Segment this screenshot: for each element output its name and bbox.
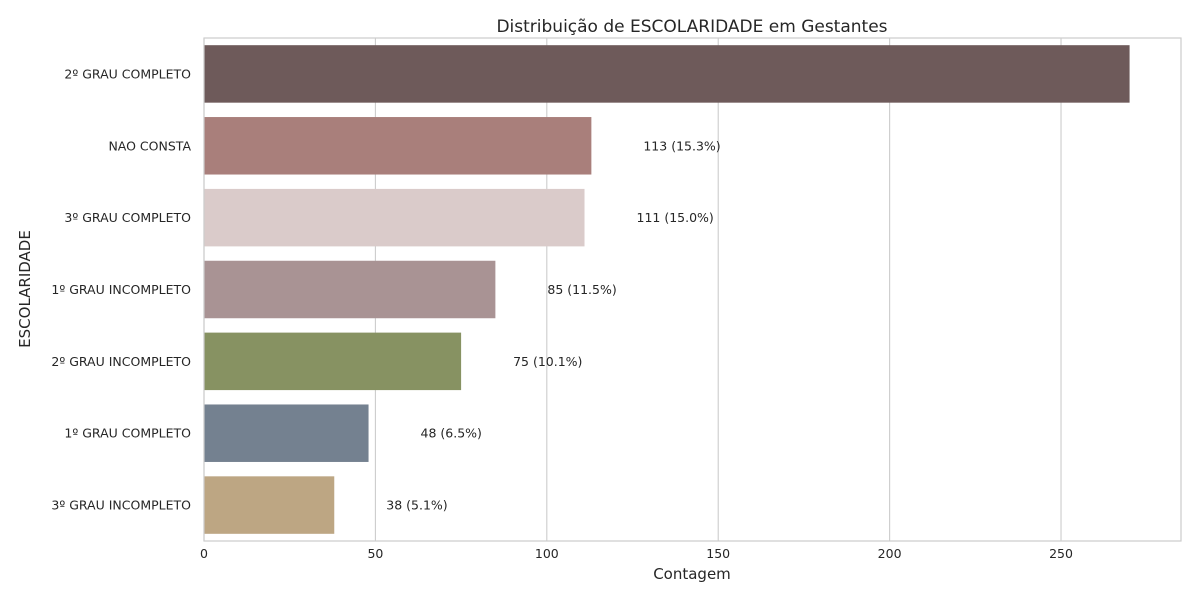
y-tick-label: 2º GRAU INCOMPLETO (51, 354, 191, 369)
x-tick-label: 150 (706, 546, 730, 561)
plot-frame (203, 37, 1182, 542)
data-label: 113 (15.3%) (643, 138, 720, 153)
y-axis-label: ESCOLARIDADE (16, 230, 34, 348)
y-tick-label: 2º GRAU COMPLETO (64, 66, 191, 81)
x-axis-label: Contagem (653, 565, 731, 583)
x-tick-label: 250 (1049, 546, 1073, 561)
chart-title: Distribuição de ESCOLARIDADE em Gestante… (496, 17, 887, 37)
bar (204, 476, 335, 534)
x-tick-label: 0 (200, 546, 208, 561)
data-label: 38 (5.1%) (386, 498, 447, 513)
data-labels: 113 (15.3%) 111 (15.0%) 85 (11.5%) 75 (10.1… (386, 138, 720, 512)
y-tick-label: 3º GRAU INCOMPLETO (51, 498, 191, 513)
bar (204, 45, 1130, 103)
data-label: 111 (15.0%) (637, 210, 714, 225)
x-tick-label: 50 (367, 546, 383, 561)
x-axis-ticks: 0 50 100 150 200 250 (200, 546, 1073, 561)
data-label: 48 (6.5%) (421, 426, 482, 441)
x-tick-label: 100 (535, 546, 559, 561)
bars (204, 45, 1130, 534)
bar (204, 260, 496, 319)
bar (204, 117, 592, 175)
y-axis-ticks: 2º GRAU COMPLETO NAO CONSTA 3º GRAU COMPLE… (51, 66, 191, 512)
y-tick-label: 1º GRAU COMPLETO (64, 426, 191, 441)
bar (204, 332, 462, 391)
bar (204, 404, 369, 462)
y-tick-label: 3º GRAU COMPLETO (64, 210, 191, 225)
bar (204, 188, 585, 247)
x-tick-label: 200 (878, 546, 902, 561)
data-label: 85 (11.5%) (547, 282, 616, 297)
y-tick-label: 1º GRAU INCOMPLETO (51, 282, 191, 297)
y-tick-label: NAO CONSTA (108, 138, 191, 153)
data-label: 75 (10.1%) (513, 354, 582, 369)
